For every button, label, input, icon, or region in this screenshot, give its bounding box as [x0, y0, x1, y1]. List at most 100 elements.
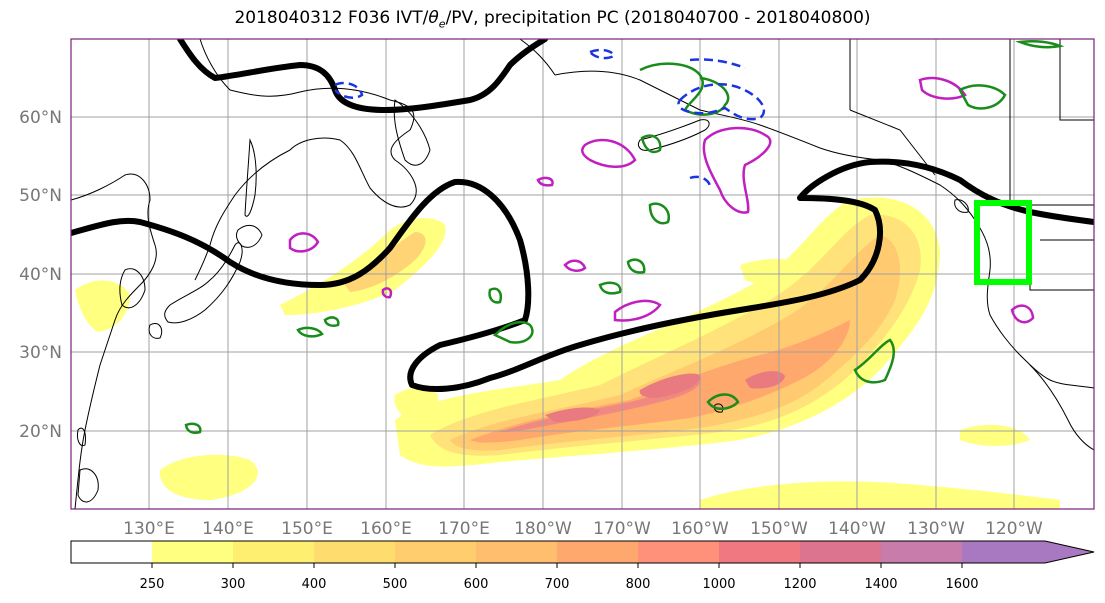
pc-neg-2: [334, 81, 364, 99]
colorbar-tick-label: 1600: [945, 577, 978, 592]
colorbar-tick-label: 250: [140, 577, 165, 592]
pc-pos-12: [323, 316, 340, 328]
border-canada-provinces: [849, 39, 1094, 205]
lon-label-130e: 130°E: [123, 519, 175, 539]
pc-pos-10: [296, 326, 324, 338]
title-suffix: /PV, precipitation PC (2018040700 - 2018…: [445, 8, 871, 28]
coast-japan-honshu: [164, 242, 243, 324]
colorbar-segment: [557, 541, 638, 563]
lat-label-20: 20°N: [19, 422, 62, 442]
colorbar-tick-label: 400: [302, 577, 327, 592]
ivt-band-japan-inner: [345, 232, 426, 292]
coast-siberia: [194, 39, 417, 281]
title-theta-sub: e: [438, 17, 446, 31]
map-frame: [70, 38, 1095, 510]
colorbar-tick-label: 700: [545, 577, 570, 592]
colorbar-tick-label: 300: [221, 577, 246, 592]
colorbar-segment: [719, 541, 800, 563]
pv-cell-2: [702, 126, 772, 214]
colorbar-segments: [152, 541, 1045, 563]
coast-alaska-peninsula: [637, 119, 710, 151]
ivt-band-lower: [159, 454, 258, 500]
ivt-band-east-tip: [960, 424, 1030, 446]
coast-taiwan: [77, 427, 86, 447]
lat-label-30: 30°N: [19, 343, 62, 363]
lat-label-60: 60°N: [19, 108, 62, 128]
latitude-labels: 60°N 50°N 40°N 30°N 20°N: [19, 108, 62, 442]
lon-label-150e: 150°E: [281, 519, 333, 539]
colorbar-outline: [70, 540, 1095, 564]
graticule: [71, 39, 1094, 509]
pv-cell-1: [581, 138, 637, 168]
border-alaska: [849, 109, 936, 176]
colorbar-segment: [638, 541, 719, 563]
pc-pos-9: [958, 84, 1007, 110]
coast-kyushu: [148, 323, 163, 339]
pv-cell-3: [288, 232, 320, 253]
title-prefix: 2018040312 F036 IVT/: [234, 8, 429, 28]
lon-label-170w: 170°W: [593, 519, 651, 539]
colorbar-segment: [881, 541, 962, 563]
colorbar-segment: [395, 541, 476, 563]
colorbar-segment: [314, 541, 395, 563]
colorbar-tick-label: 1000: [702, 577, 735, 592]
lon-label-170e: 170°E: [438, 519, 490, 539]
colorbar: 250 300 400 500 600 700 800 1000 1200 1400 1600: [70, 540, 1095, 592]
coast-sakhalin: [244, 138, 257, 217]
pc-pos-6: [853, 338, 896, 384]
pc-pos-2: [640, 134, 662, 154]
lon-label-120w: 120°W: [985, 519, 1043, 539]
coast-vancouver-island: [954, 199, 969, 213]
lon-label-150w: 150°W: [750, 519, 808, 539]
coast-japan-hokkaido: [235, 224, 263, 248]
lon-label-160w: 160°W: [671, 519, 729, 539]
pc-pos-14: [184, 422, 202, 434]
target-region-box: [974, 200, 1032, 285]
lon-label-160e: 160°E: [360, 519, 412, 539]
pv-cell-9: [381, 287, 393, 299]
pv-cell-4: [563, 259, 587, 272]
colorbar-segment: [800, 541, 881, 563]
colorbar-segment: [152, 541, 233, 563]
coast-alaska-north: [519, 39, 556, 76]
colorbar-labels: 250 300 400 500 600 700 800 1000 1200 1400 1600: [140, 563, 979, 592]
ivt-band-asia: [75, 280, 130, 332]
pc-pos-11: [1015, 39, 1065, 49]
colorbar-tick-label: 800: [626, 577, 651, 592]
colorbar-extend-arrow: [1045, 541, 1094, 563]
colorbar-segment: [962, 541, 1045, 563]
pc-pos-13: [626, 258, 646, 274]
coast-kamchatka: [393, 99, 431, 166]
ivt-core-1: [639, 373, 701, 398]
lon-label-140e: 140°E: [202, 519, 254, 539]
colorbar-segment: [233, 541, 314, 563]
pv-cell-5: [613, 299, 662, 322]
pc-pos-7: [706, 393, 740, 410]
coast-baja: [1029, 364, 1094, 451]
colorbar-tick-label: 1400: [864, 577, 897, 592]
coast-philippines: [77, 468, 99, 503]
pc-pos-3: [648, 202, 671, 225]
pv-contours: [288, 76, 1035, 324]
colorbar-tick-label: 1200: [783, 577, 816, 592]
pc-pos-4: [488, 287, 502, 304]
lat-label-40: 40°N: [19, 265, 62, 285]
theta-e-line-north: [177, 39, 548, 113]
lon-label-140w: 140°W: [828, 519, 886, 539]
pc-neg-4: [689, 175, 712, 187]
title-theta: θ: [428, 8, 439, 28]
ivt-core-2: [745, 371, 785, 389]
pc-pos-8: [598, 281, 622, 295]
precip-pc-negative: [334, 48, 766, 187]
pv-cell-7: [1010, 304, 1035, 324]
pc-neg-3: [587, 48, 616, 60]
longitude-labels: 130°E 140°E 150°E 160°E 170°E 180°W 170°…: [123, 519, 1043, 539]
theta-e-contour: [71, 39, 1094, 393]
lon-label-130w: 130°W: [907, 519, 965, 539]
pc-pos-5: [492, 320, 534, 344]
pc-neg-5: [689, 58, 746, 70]
figure-title: 2018040312 F036 IVT/θe/PV, precipitation…: [0, 8, 1105, 30]
coast-north-america: [974, 219, 1094, 389]
ivt-core-3: [545, 407, 600, 422]
